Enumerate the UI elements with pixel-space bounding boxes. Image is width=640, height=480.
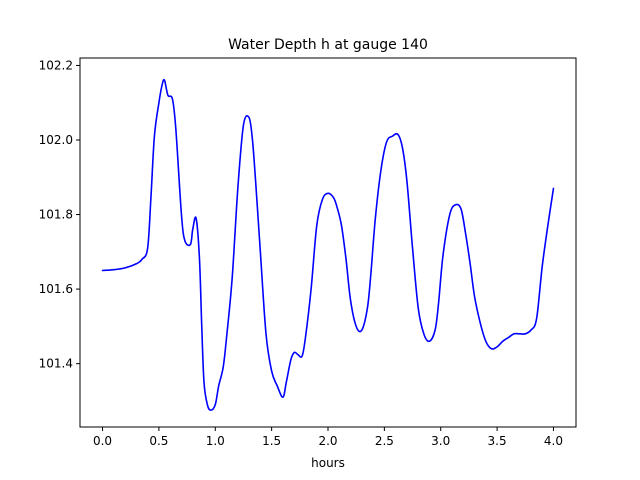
- x-tick-label: 2.5: [375, 434, 394, 448]
- x-tick-label: 2.0: [318, 434, 337, 448]
- x-tick-label: 3.0: [431, 434, 450, 448]
- y-tick-label: 101.8: [39, 208, 73, 222]
- y-tick-label: 101.4: [39, 357, 73, 371]
- series-line: [101, 78, 555, 412]
- y-tick-label: 101.6: [39, 282, 73, 296]
- x-tick-label: 3.5: [488, 434, 507, 448]
- y-tick-label: 102.0: [39, 133, 73, 147]
- x-tick-label: 0.0: [93, 434, 112, 448]
- chart-title: Water Depth h at gauge 140: [228, 37, 428, 53]
- y-tick-label: 102.2: [39, 58, 73, 72]
- y-axis: 101.4 101.6 101.8 102.0 102.2: [39, 58, 80, 371]
- x-tick-label: 0.5: [149, 434, 168, 448]
- x-tick-label: 4.0: [544, 434, 563, 448]
- x-tick-label: 1.5: [262, 434, 281, 448]
- x-tick-label: 1.0: [206, 434, 225, 448]
- x-axis-label: hours: [311, 456, 345, 470]
- x-axis: 0.0 0.5 1.0 1.5 2.0 2.5 3.0 3.5 4.0: [93, 427, 563, 448]
